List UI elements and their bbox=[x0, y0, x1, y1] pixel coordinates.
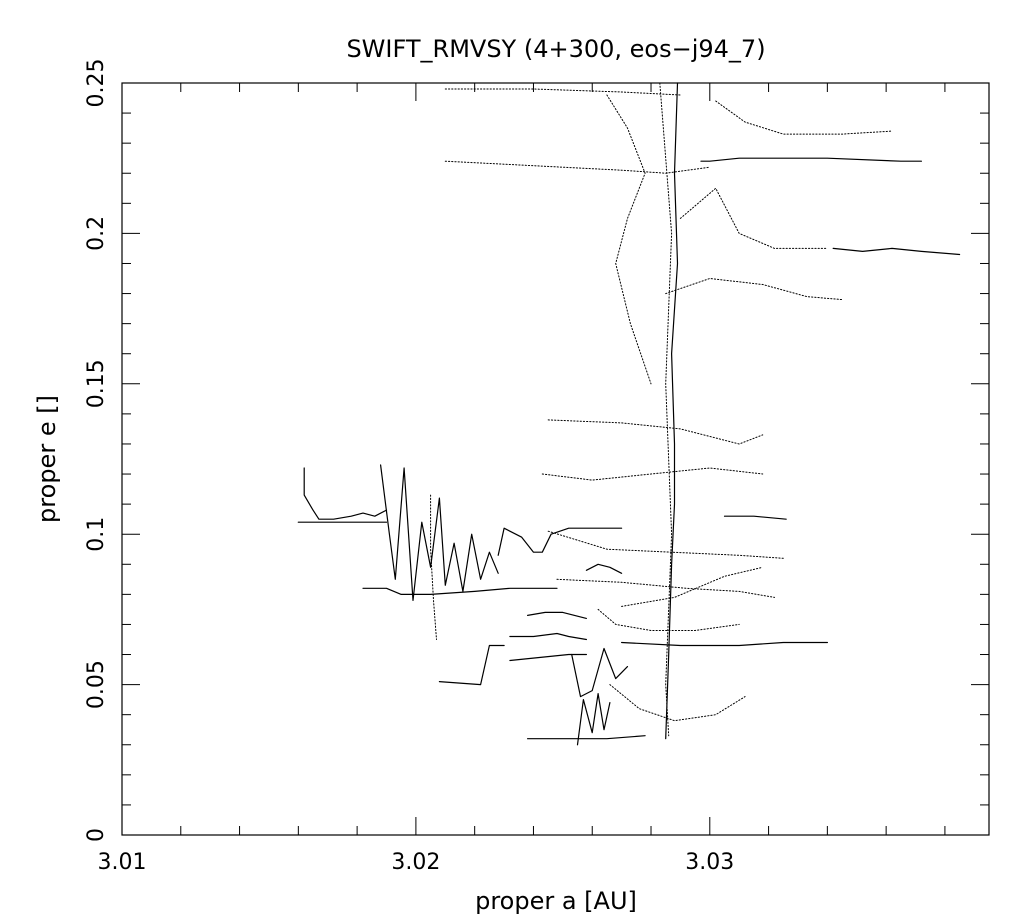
orbit-track-13 bbox=[620, 641, 829, 647]
x-tick-label: 3.03 bbox=[685, 850, 734, 875]
y-tick-label: 0.25 bbox=[84, 59, 109, 108]
chart-title: SWIFT_RMVSY (4+300, eos−j94_7) bbox=[346, 35, 765, 63]
orbit-track-19 bbox=[444, 160, 711, 174]
orbit-track-33 bbox=[659, 82, 673, 737]
orbit-track-30 bbox=[430, 494, 437, 640]
series-layer bbox=[297, 82, 961, 746]
orbit-track-27 bbox=[547, 530, 784, 559]
orbit-track-17 bbox=[832, 247, 961, 256]
orbit-track-14 bbox=[585, 563, 623, 574]
y-tick-label: 0.15 bbox=[84, 359, 109, 408]
orbit-track-32 bbox=[597, 608, 740, 631]
orbit-track-1 bbox=[303, 467, 388, 520]
orbit-track-31 bbox=[609, 684, 746, 722]
x-tick-label: 3.02 bbox=[391, 850, 440, 875]
orbit-track-28 bbox=[556, 578, 775, 598]
orbit-track-18 bbox=[723, 515, 787, 520]
y-tick-label: 0.2 bbox=[84, 216, 109, 251]
orbit-track-9 bbox=[438, 644, 505, 686]
orbit-track-8 bbox=[509, 653, 588, 662]
orbit-track-4 bbox=[380, 464, 499, 602]
orbit-track-26 bbox=[541, 467, 764, 481]
orbit-track-21 bbox=[606, 94, 652, 385]
y-tick-label: 0.1 bbox=[84, 517, 109, 552]
orbit-track-22 bbox=[715, 100, 893, 135]
orbit-track-12 bbox=[571, 647, 629, 698]
tick-label-layer: 3.01 3.02 3.03 0 0.05 0.1 0.15 0.2 0.25 bbox=[84, 59, 734, 875]
orbit-track-16 bbox=[700, 157, 923, 162]
orbit-track-5 bbox=[497, 527, 623, 556]
orbit-track-11 bbox=[576, 692, 611, 746]
orbit-track-3 bbox=[362, 587, 558, 596]
orbit-track-7 bbox=[509, 632, 588, 641]
orbit-track-15 bbox=[665, 82, 679, 740]
y-axis-label: proper e [] bbox=[33, 395, 61, 523]
y-tick-label: 0 bbox=[84, 828, 109, 842]
orbit-track-6 bbox=[526, 611, 588, 620]
orbit-track-25 bbox=[547, 419, 764, 445]
y-tick-label: 0.05 bbox=[84, 660, 109, 709]
orbit-track-23 bbox=[679, 187, 828, 249]
plot-frame bbox=[121, 82, 990, 836]
orbit-track-10 bbox=[526, 735, 646, 740]
orbit-track-24 bbox=[665, 278, 843, 301]
tick-layer bbox=[121, 82, 989, 836]
x-tick-label: 3.01 bbox=[98, 850, 147, 875]
x-axis-label: proper a [AU] bbox=[475, 887, 637, 915]
orbit-track-29 bbox=[621, 566, 764, 607]
orbit-track-20 bbox=[444, 88, 681, 96]
